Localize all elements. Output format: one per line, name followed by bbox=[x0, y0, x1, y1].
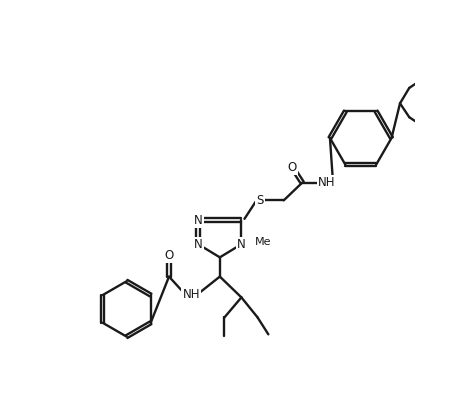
Text: N: N bbox=[237, 238, 246, 251]
Text: S: S bbox=[256, 194, 263, 207]
Text: O: O bbox=[164, 249, 174, 262]
Text: N: N bbox=[194, 238, 203, 251]
Text: NH: NH bbox=[318, 176, 335, 189]
Text: O: O bbox=[287, 161, 297, 174]
Text: N: N bbox=[194, 214, 203, 227]
Text: NH: NH bbox=[182, 288, 200, 301]
Text: Me: Me bbox=[255, 237, 272, 247]
